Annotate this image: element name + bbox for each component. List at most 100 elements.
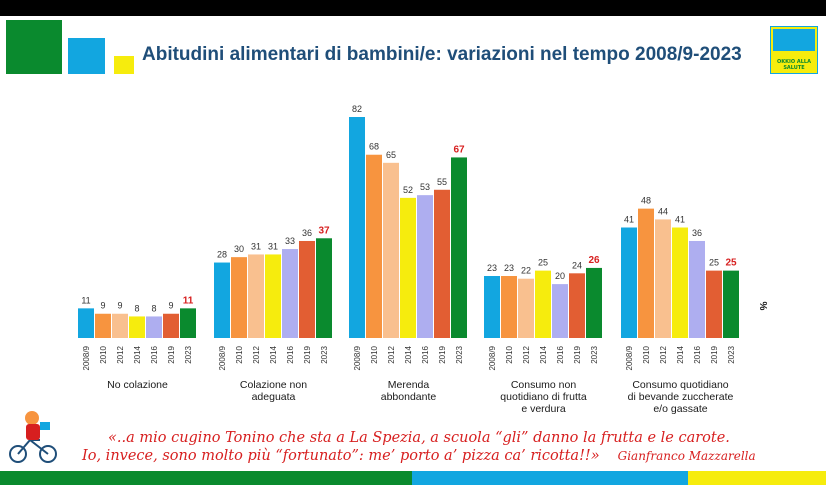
quote-line-1: «..a mio cugino Tonino che sta a La Spez… — [108, 430, 730, 446]
year-tick-label: 2019 — [438, 345, 447, 363]
data-label: 55 — [437, 177, 447, 187]
bar — [638, 208, 654, 338]
data-label: 25 — [538, 258, 548, 268]
quote-line-2-text: Io, invece, sono molto più “fortunato”: … — [82, 448, 600, 464]
data-label: 20 — [555, 271, 565, 281]
year-tick-label: 2010 — [642, 345, 651, 363]
year-tick-label: 2016 — [286, 345, 295, 363]
category-label: adeguata — [252, 391, 296, 403]
bar — [552, 284, 568, 338]
data-label: 24 — [572, 260, 582, 270]
year-tick-label: 2023 — [184, 345, 193, 363]
logo-band — [773, 29, 815, 51]
data-label: 8 — [134, 303, 139, 313]
bar — [231, 257, 247, 338]
year-tick-label: 2014 — [676, 345, 685, 363]
data-label: 41 — [675, 215, 685, 225]
okkio-logo: OKKIO ALLA SALUTE — [770, 26, 818, 74]
data-label: 44 — [658, 206, 668, 216]
year-tick-label: 2023 — [590, 345, 599, 363]
category-label: di bevande zuccherate — [628, 391, 734, 403]
bar — [112, 313, 128, 338]
bottom-bar-yellow — [688, 471, 826, 485]
year-tick-label: 2012 — [252, 345, 261, 363]
year-tick-label: 2023 — [455, 345, 464, 363]
data-label: 23 — [504, 263, 514, 273]
year-tick-label: 2014 — [404, 345, 413, 363]
data-label: 28 — [217, 250, 227, 260]
category-label: abbondante — [381, 391, 437, 403]
year-tick-label: 2012 — [522, 345, 531, 363]
bar — [689, 240, 705, 338]
bar — [569, 273, 585, 338]
year-tick-label: 2012 — [116, 345, 125, 363]
bar — [163, 313, 179, 338]
year-tick-label: 2014 — [269, 345, 278, 363]
data-label: 11 — [183, 295, 194, 306]
bottom-bar-green — [0, 471, 412, 485]
bar — [282, 249, 298, 338]
bar-chart: 112008/99201092012820148201692019112023N… — [78, 104, 768, 415]
data-label: 26 — [588, 255, 600, 266]
unit-label: % — [757, 302, 768, 311]
bar — [484, 276, 500, 338]
data-label: 9 — [117, 301, 122, 311]
year-tick-label: 2019 — [167, 345, 176, 363]
year-tick-label: 2008/9 — [353, 345, 362, 370]
year-tick-label: 2008/9 — [218, 345, 227, 370]
year-tick-label: 2012 — [387, 345, 396, 363]
data-label: 37 — [318, 225, 330, 236]
child-on-bike-illustration — [9, 411, 57, 463]
bar — [723, 270, 739, 338]
category-label: Consumo non — [511, 379, 577, 391]
year-tick-label: 2008/9 — [488, 345, 497, 370]
data-label: 9 — [168, 301, 173, 311]
bar — [299, 240, 315, 338]
top-bar — [0, 0, 826, 16]
bar — [400, 197, 416, 338]
year-tick-label: 2016 — [693, 345, 702, 363]
year-tick-label: 2016 — [556, 345, 565, 363]
data-label: 52 — [403, 185, 413, 195]
data-label: 11 — [81, 295, 90, 305]
bar — [501, 276, 517, 338]
data-label: 68 — [369, 142, 379, 152]
bar — [366, 154, 382, 338]
data-label: 31 — [251, 241, 261, 251]
data-label: 22 — [521, 266, 531, 276]
decor-square-blue — [68, 38, 105, 74]
year-tick-label: 2008/9 — [82, 345, 91, 370]
category-label: Consumo quotidiano — [632, 379, 728, 391]
data-label: 36 — [302, 228, 312, 238]
bar — [78, 308, 94, 338]
bar — [518, 278, 534, 338]
year-tick-label: 2016 — [150, 345, 159, 363]
year-tick-label: 2019 — [573, 345, 582, 363]
bar — [586, 267, 602, 338]
year-tick-label: 2019 — [710, 345, 719, 363]
year-tick-label: 2010 — [370, 345, 379, 363]
data-label: 8 — [151, 303, 156, 313]
year-tick-label: 2016 — [421, 345, 430, 363]
bar — [621, 227, 637, 338]
bottom-bar-blue — [412, 471, 688, 485]
bar — [316, 238, 332, 338]
data-label: 82 — [352, 104, 362, 114]
category-label: Merenda — [388, 379, 430, 391]
bar — [655, 219, 671, 338]
year-tick-label: 2023 — [727, 345, 736, 363]
bar — [129, 316, 145, 338]
bar — [417, 195, 433, 338]
bar — [180, 308, 196, 338]
category-label: No colazione — [107, 379, 168, 391]
quote-author: Gianfranco Mazzarella — [617, 449, 756, 463]
bar — [451, 157, 467, 338]
bar — [214, 262, 230, 338]
year-tick-label: 2019 — [303, 345, 312, 363]
data-label: 25 — [725, 258, 737, 269]
bar — [248, 254, 264, 338]
year-tick-label: 2014 — [133, 345, 142, 363]
category-label: quotidiano di frutta — [500, 391, 587, 403]
data-label: 41 — [624, 215, 634, 225]
bar — [434, 189, 450, 338]
